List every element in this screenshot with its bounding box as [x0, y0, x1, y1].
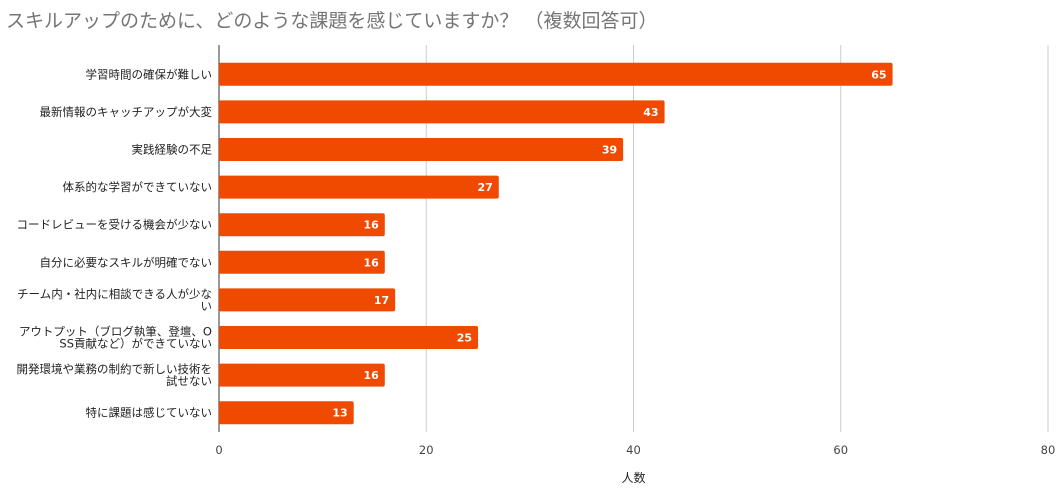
bar-value-label: 13 [332, 407, 347, 420]
chart-title: スキルアップのために、どのような課題を感じていますか？ （複数回答可） [6, 10, 658, 32]
x-tick-label: 40 [626, 443, 641, 457]
x-tick-label: 20 [419, 443, 434, 457]
category-labels: 学習時間の確保が難しい最新情報のキャッチアップが大変実践経験の不足体系的な学習が… [17, 67, 213, 419]
bar [219, 213, 385, 237]
bar-value-label: 17 [374, 294, 389, 307]
bar [219, 250, 385, 274]
category-label: 開発環境や業務の制約で新しい技術を [17, 362, 213, 376]
bar-value-label: 25 [457, 332, 472, 345]
category-label: い [201, 299, 213, 313]
bar [219, 326, 479, 349]
x-tick-label: 60 [833, 443, 848, 457]
bar-value-label: 39 [602, 144, 617, 157]
x-tick-labels: 0 20 40 60 80 [215, 443, 1055, 457]
bar-value-label: 16 [363, 219, 379, 232]
bars: 65 43 39 27 16 16 17 25 16 13 [219, 62, 893, 425]
bar [219, 138, 624, 161]
category-label: コードレビューを受ける機会が少ない [17, 218, 213, 232]
bar [219, 100, 665, 124]
bar-value-label: 16 [363, 369, 379, 382]
category-label: 最新情報のキャッチアップが大変 [40, 105, 213, 119]
category-label: 特に課題は感じていない [86, 406, 213, 420]
x-tick-label: 80 [1041, 443, 1056, 457]
category-label: SS貢献など）ができていない [59, 337, 212, 351]
bar [219, 288, 396, 312]
category-label: アウトプット（ブログ執筆、登壇、O [19, 325, 212, 339]
category-label: 試せない [166, 374, 212, 388]
bar-value-label: 65 [871, 68, 886, 81]
bar-value-label: 43 [643, 106, 658, 119]
category-label: 学習時間の確保が難しい [86, 67, 213, 81]
category-label: 体系的な学習ができていない [63, 180, 213, 194]
bar-value-label: 16 [363, 256, 379, 269]
bar [219, 363, 385, 387]
bar [219, 175, 499, 199]
category-label: 実践経験の不足 [132, 143, 213, 157]
x-tick-label: 0 [215, 443, 222, 457]
category-label: チーム内・社内に相談できる人が少な [17, 287, 212, 301]
bar-value-label: 27 [477, 181, 492, 194]
bar [219, 62, 893, 86]
x-axis-title: 人数 [621, 470, 645, 485]
bar [219, 401, 354, 425]
category-label: 自分に必要なスキルが明確でない [40, 255, 213, 269]
